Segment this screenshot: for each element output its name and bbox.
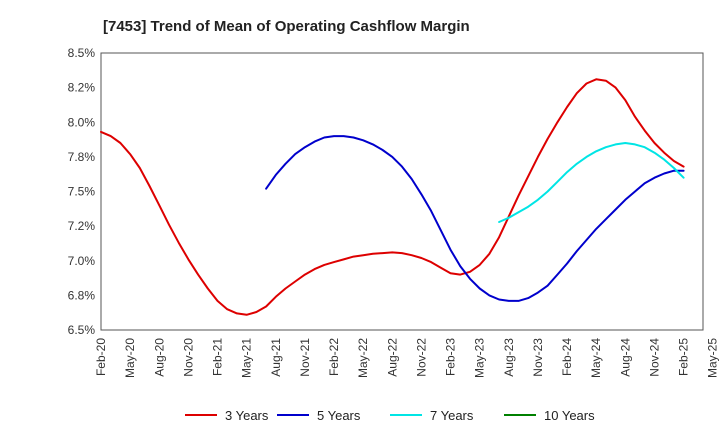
x-tick-label: May-22 <box>356 338 370 378</box>
y-tick-label: 6.8% <box>68 288 96 302</box>
legend: 3 Years 5 Years 7 Years 10 Years <box>185 408 595 423</box>
x-tick-label: Feb-25 <box>677 338 691 376</box>
x-tick-label: May-21 <box>240 338 254 378</box>
x-tick-label: Aug-23 <box>502 338 516 377</box>
x-tick-label: Feb-22 <box>327 338 341 376</box>
x-tick-label: Feb-21 <box>211 338 225 376</box>
x-tick-label: Nov-23 <box>531 338 545 377</box>
y-tick-label: 8.5% <box>68 46 96 60</box>
x-tick-label: May-24 <box>589 338 603 378</box>
legend-label-3-years: 3 Years <box>225 408 269 423</box>
x-tick-label: Feb-23 <box>444 338 458 376</box>
legend-label-10-years: 10 Years <box>544 408 595 423</box>
x-tick-label: Nov-24 <box>647 338 661 377</box>
series-line-7-years <box>498 142 685 223</box>
x-tick-label: May-20 <box>123 338 137 378</box>
chart-title: [7453] Trend of Mean of Operating Cashfl… <box>103 18 470 35</box>
x-tick-label: Aug-24 <box>618 338 632 377</box>
plot-border <box>100 52 704 331</box>
y-tick-label: 7.2% <box>68 219 96 233</box>
plot-area <box>101 53 703 330</box>
x-tick-label: Nov-22 <box>414 338 428 377</box>
x-tick-label: Feb-20 <box>94 338 108 376</box>
x-tick-label: Aug-20 <box>152 338 166 377</box>
y-tick-label: 6.5% <box>68 323 96 337</box>
series-lines <box>100 78 685 316</box>
y-tick-label: 7.0% <box>68 254 96 268</box>
y-tick-label: 8.0% <box>68 115 96 129</box>
plot-frame <box>100 52 704 331</box>
x-tick-label: Feb-24 <box>560 338 574 376</box>
x-tick-label: Nov-20 <box>181 338 195 377</box>
x-tick-label: May-23 <box>473 338 487 378</box>
legend-label-5-years: 5 Years <box>317 408 361 423</box>
y-tick-label: 7.8% <box>68 150 96 164</box>
y-tick-label: 7.5% <box>68 185 96 199</box>
x-tick-label: Nov-21 <box>298 338 312 377</box>
legend-label-7-years: 7 Years <box>430 408 474 423</box>
x-tick-label: Aug-21 <box>269 338 283 377</box>
series-line-5-years <box>265 135 685 302</box>
y-axis-ticks: 6.5% 6.8% 7.0% 7.2% 7.5% 7.8% 8.0% 8.2% 8.5% <box>68 46 96 337</box>
y-tick-label: 8.2% <box>68 81 96 95</box>
x-tick-label: Aug-22 <box>385 338 399 377</box>
x-axis-ticks: Feb-20 May-20 Aug-20 Nov-20 Feb-21 May-21 Aug-… <box>94 338 720 378</box>
series-line-3-years <box>100 78 685 316</box>
x-tick-label: May-25 <box>706 338 720 378</box>
